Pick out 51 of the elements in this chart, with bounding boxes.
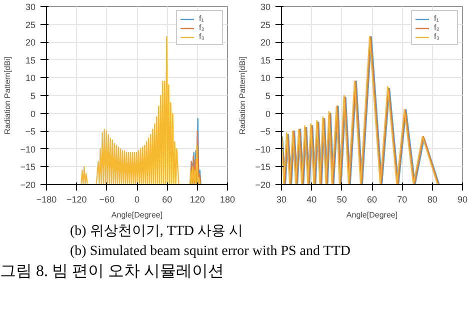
y-tick-label: 15 <box>260 55 271 66</box>
legend-label: f₁ <box>199 14 205 23</box>
x-tick-label: 60 <box>366 194 378 204</box>
y-tick-label: −5 <box>260 126 271 137</box>
y-tick-label: 20 <box>25 38 36 48</box>
legend-label: f₃ <box>199 32 206 41</box>
legend-label: f₁ <box>434 14 440 23</box>
y-tick-label: −20 <box>20 180 36 190</box>
text: (b) 위상천이기, TTD 사용 시 <box>70 223 244 241</box>
x-tick-label: 80 <box>427 194 438 204</box>
y-tick-label: 5 <box>265 91 271 101</box>
x-tick-label: 30 <box>276 194 287 204</box>
x-tick-label: 70 <box>397 194 408 204</box>
y-tick-label: 25 <box>260 20 271 30</box>
x-tick-label: 40 <box>306 194 317 204</box>
y-tick-label: 0 <box>265 108 271 119</box>
y-axis-title: Radiation Pattern[dBi] <box>3 56 12 134</box>
y-tick-label: 30 <box>260 2 271 12</box>
y-tick-label: −5 <box>25 126 36 137</box>
legend-label: f₃ <box>434 32 440 41</box>
y-tick-label: −15 <box>255 162 271 172</box>
x-tick-label: 120 <box>190 194 205 204</box>
text: (b) Simulated beam squint error with PS and TTD <box>70 243 350 261</box>
x-tick-label: 180 <box>220 194 236 204</box>
x-tick-label: −120 <box>66 194 87 204</box>
y-tick-label: −10 <box>255 144 271 154</box>
legend-label: f₂ <box>199 23 206 32</box>
y-tick-label: 0 <box>30 108 36 119</box>
x-axis-title: Angle[Degree] <box>346 210 398 220</box>
y-axis-title: Radiation Pattern[dBi] <box>238 56 248 134</box>
y-tick-label: −15 <box>20 162 36 172</box>
line-series <box>80 36 200 184</box>
y-tick-label: 10 <box>25 73 36 84</box>
y-tick-label: 10 <box>260 73 271 84</box>
caption: 그림 8. 빔 편이 오차 시뮬레이션 <box>0 263 224 281</box>
y-tick-label: 25 <box>25 20 36 30</box>
x-axis-title: Angle[Degree] <box>111 210 163 220</box>
x-tick-label: −60 <box>99 194 114 204</box>
x-tick-label: 50 <box>336 194 347 204</box>
x-tick-label: 60 <box>162 194 172 204</box>
line-series <box>190 130 201 184</box>
x-tick-label: 0 <box>134 194 140 204</box>
y-tick-label: 20 <box>260 38 271 48</box>
x-tick-label: −180 <box>36 194 57 204</box>
y-tick-label: −10 <box>20 144 36 154</box>
x-tick-label: 90 <box>457 194 468 204</box>
legend-label: f₂ <box>434 23 440 32</box>
y-tick-label: 15 <box>25 55 36 66</box>
y-tick-label: 5 <box>30 91 36 101</box>
y-tick-label: 30 <box>25 2 36 12</box>
y-tick-label: −20 <box>255 180 271 190</box>
